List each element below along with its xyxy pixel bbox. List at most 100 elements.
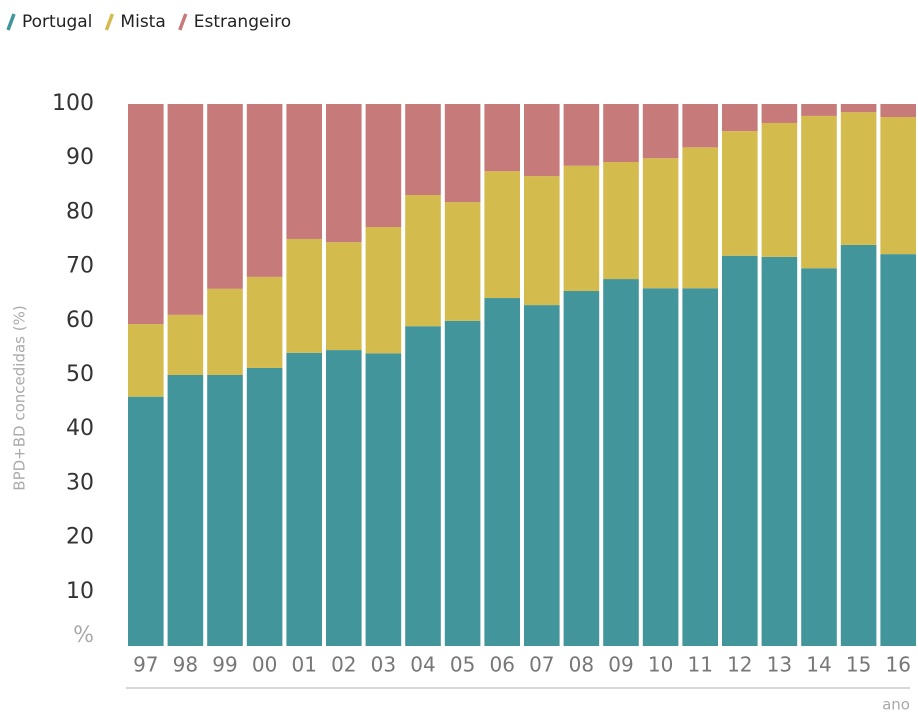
bar-segment bbox=[365, 227, 402, 354]
bar-segment bbox=[840, 104, 877, 113]
bar-segment bbox=[405, 326, 441, 646]
bar-segment bbox=[880, 254, 916, 646]
legend-label: Estrangeiro bbox=[194, 12, 291, 32]
bar-segment bbox=[167, 375, 204, 646]
bar-segment bbox=[484, 171, 520, 299]
bar-segment bbox=[128, 104, 164, 325]
y-tick-label: 20 bbox=[66, 525, 94, 550]
bar-segment bbox=[801, 104, 837, 116]
x-tick-label: 97 bbox=[133, 653, 158, 677]
y-tick-label: 100 bbox=[52, 91, 94, 116]
bar-segment bbox=[603, 104, 639, 162]
x-tick-label: 10 bbox=[648, 653, 673, 677]
bar-segment bbox=[484, 298, 520, 646]
bar-segment bbox=[682, 104, 718, 148]
bar-segment bbox=[722, 104, 758, 132]
bar-segment bbox=[484, 104, 520, 172]
y-tick-label: 10 bbox=[66, 579, 94, 604]
x-tick-label: 07 bbox=[529, 653, 554, 677]
bar-segment bbox=[444, 320, 481, 646]
x-tick-label: 98 bbox=[173, 653, 198, 677]
x-tick-label: 01 bbox=[291, 653, 316, 677]
bar-segment bbox=[840, 112, 877, 245]
x-tick-label: 00 bbox=[252, 653, 277, 677]
y-tick-label: 90 bbox=[66, 145, 94, 170]
bar-segment bbox=[682, 288, 718, 646]
x-tick-label: 11 bbox=[687, 653, 712, 677]
x-tick-label: 12 bbox=[727, 653, 752, 677]
bar-segment bbox=[603, 161, 639, 280]
bar-segment bbox=[524, 104, 560, 177]
x-tick-label: 06 bbox=[489, 653, 514, 677]
legend-label: Portugal bbox=[22, 12, 92, 32]
y-axis-label: BPD+BD concedidas (%) bbox=[11, 305, 29, 490]
bar-segment bbox=[286, 238, 322, 353]
x-tick-label: 03 bbox=[371, 653, 396, 677]
bar-segment bbox=[563, 104, 600, 166]
bar-segment bbox=[761, 122, 798, 257]
bar-segment bbox=[642, 288, 679, 646]
x-tick-label: 04 bbox=[410, 653, 435, 677]
bar-segment bbox=[524, 305, 560, 646]
bar-segment bbox=[286, 352, 322, 646]
bar-segment bbox=[128, 324, 164, 397]
y-tick-label: 70 bbox=[66, 254, 94, 279]
bar-segment bbox=[444, 202, 481, 321]
bar-segment bbox=[207, 375, 243, 646]
bar-segment bbox=[801, 115, 837, 269]
y-tick-label: 40 bbox=[66, 416, 94, 441]
bar-segment bbox=[405, 104, 441, 196]
bar-segment bbox=[801, 268, 837, 646]
bar-segment bbox=[563, 165, 600, 291]
bar-segment bbox=[880, 104, 916, 118]
bar-segment bbox=[326, 350, 362, 646]
bar-segment bbox=[642, 158, 679, 289]
bar-segment bbox=[326, 242, 362, 351]
x-axis-label: ano bbox=[882, 696, 910, 714]
bar-segment bbox=[167, 104, 204, 315]
bar-segment bbox=[246, 367, 283, 646]
bar-segment bbox=[563, 290, 600, 646]
y-tick-label: % bbox=[73, 623, 94, 648]
bar-segment bbox=[326, 104, 362, 243]
bar-segment bbox=[207, 104, 243, 289]
bar-segment bbox=[840, 244, 877, 647]
bar-segment bbox=[365, 353, 402, 646]
x-tick-label: 13 bbox=[767, 653, 792, 677]
legend-marker bbox=[104, 13, 115, 31]
y-tick-label: 50 bbox=[66, 362, 94, 387]
bar-segment bbox=[603, 279, 639, 646]
bar-segment bbox=[246, 276, 283, 368]
x-tick-label: 09 bbox=[608, 653, 633, 677]
bar-segment bbox=[524, 176, 560, 306]
bar-segment bbox=[722, 255, 758, 646]
bar-segment bbox=[444, 104, 481, 203]
bar-segment bbox=[246, 104, 283, 277]
x-tick-label: 16 bbox=[885, 653, 910, 677]
bar-segment bbox=[365, 104, 402, 228]
x-tick-label: 02 bbox=[331, 653, 356, 677]
bar-segment bbox=[207, 288, 243, 375]
y-tick-label: 30 bbox=[66, 470, 94, 495]
bar-segment bbox=[682, 147, 718, 289]
x-tick-label: 15 bbox=[846, 653, 871, 677]
bar-segment bbox=[642, 104, 679, 159]
bar-segment bbox=[761, 256, 798, 646]
bar-segment bbox=[880, 117, 916, 255]
bar-segment bbox=[128, 396, 164, 646]
legend-label: Mista bbox=[120, 12, 165, 32]
x-tick-label: 08 bbox=[569, 653, 594, 677]
y-tick-label: 80 bbox=[66, 199, 94, 224]
x-tick-label: 14 bbox=[806, 653, 831, 677]
x-tick-label: 05 bbox=[450, 653, 475, 677]
y-tick-label: 60 bbox=[66, 308, 94, 333]
legend-marker bbox=[178, 13, 188, 31]
legend-marker bbox=[6, 13, 16, 31]
bar-segment bbox=[761, 104, 798, 123]
bar-segment bbox=[286, 104, 322, 239]
x-tick-label: 99 bbox=[212, 653, 237, 677]
bar-segment bbox=[405, 195, 441, 327]
bar-segment bbox=[722, 131, 758, 256]
bar-segment bbox=[167, 314, 204, 375]
